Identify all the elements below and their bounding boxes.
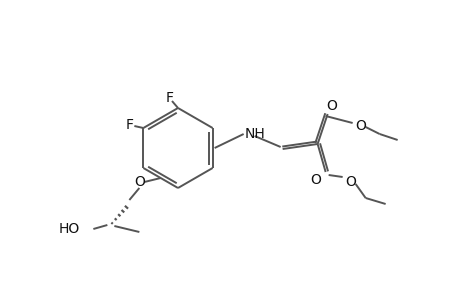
Text: O: O [309, 173, 320, 187]
Text: HO: HO [59, 222, 80, 236]
Text: O: O [134, 175, 145, 189]
Text: NH: NH [244, 127, 265, 141]
Text: F: F [125, 118, 133, 132]
Text: O: O [354, 119, 365, 133]
Text: O: O [325, 99, 336, 113]
Text: F: F [166, 91, 174, 105]
Text: O: O [344, 175, 355, 189]
